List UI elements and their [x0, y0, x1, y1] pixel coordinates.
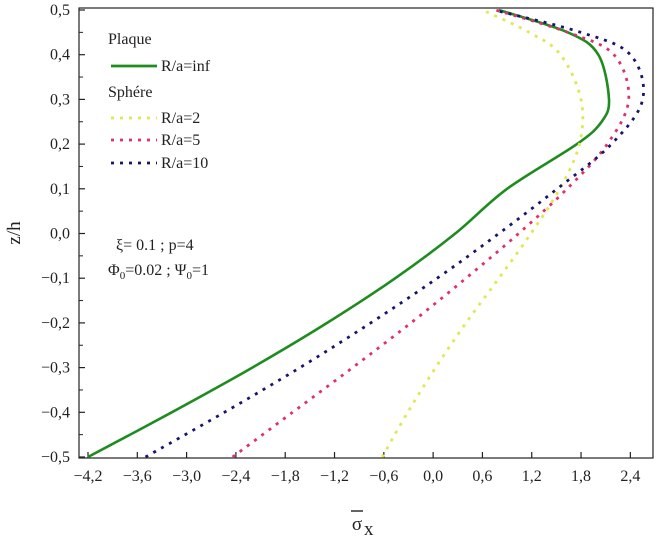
- series-line-r-a-inf: [87, 8, 611, 459]
- y-axis-title: z/h: [4, 221, 25, 245]
- y-tick-label: −0,1: [41, 270, 70, 287]
- x-tick-label: −3,0: [172, 468, 201, 485]
- legend-item-r-a-2: R/a=2: [111, 110, 200, 127]
- x-tick-label: −0,6: [369, 468, 398, 485]
- annotation-line-2: Φ0=0.02 ; Ψ0=1: [108, 262, 209, 282]
- legend-label-r-a-inf: R/a=inf: [161, 58, 211, 75]
- y-tick-label: 0,4: [50, 47, 70, 64]
- x-tick-label: −1,8: [271, 468, 300, 485]
- legend-group-sphere: Sphére: [108, 84, 152, 101]
- legend-item-r-a-10: R/a=10: [111, 155, 208, 172]
- y-tick-label: −0,5: [41, 449, 70, 466]
- axes: −4,2 −3,6 −3,0 −2,4 −1,8 −1,2 −0,6 0,0 0,6 1,2 1,8…: [41, 2, 640, 485]
- y-tick-label: 0,3: [50, 91, 70, 108]
- y-tick-label: 0,1: [50, 181, 70, 198]
- x-tick-label: 2,4: [620, 468, 640, 485]
- legend: Plaque R/a=inf Sphére R/a=2 R/a=5 R/a=10: [108, 31, 211, 172]
- svg-text:x: x: [364, 519, 374, 540]
- x-tick-label: 0,0: [423, 468, 443, 485]
- x-tick-label: −1,2: [320, 468, 349, 485]
- series-layer: [87, 8, 645, 459]
- legend-label-r-a-10: R/a=10: [161, 155, 208, 172]
- y-tick-label: 0,2: [50, 136, 70, 153]
- annotation-parameters: ξ= 0.1 ; p=4 Φ0=0.02 ; Ψ0=1: [108, 237, 209, 282]
- series-line-r-a-10: [144, 8, 645, 459]
- legend-item-r-a-inf: R/a=inf: [111, 58, 211, 75]
- svg-text:σ: σ: [352, 514, 362, 535]
- x-tick-label: −3,6: [123, 468, 152, 485]
- series-line-r-a-5: [231, 8, 631, 459]
- annotation-line-1: ξ= 0.1 ; p=4: [116, 237, 194, 254]
- x-tick-label: 1,8: [571, 468, 591, 485]
- y-tick-label: −0,2: [41, 315, 70, 332]
- legend-label-r-a-5: R/a=5: [161, 132, 200, 149]
- legend-item-r-a-5: R/a=5: [111, 132, 200, 149]
- x-tick-label: 0,6: [472, 468, 492, 485]
- legend-label-r-a-2: R/a=2: [161, 110, 200, 127]
- y-tick-label: 0,5: [50, 2, 70, 19]
- x-tick-label: 1,2: [522, 468, 542, 485]
- y-tick-label: 0,0: [50, 226, 70, 243]
- plot-frame: [78, 7, 654, 459]
- series-line-r-a-2: [380, 8, 585, 458]
- legend-group-plaque: Plaque: [108, 31, 152, 48]
- y-tick-label: −0,3: [41, 360, 70, 377]
- y-tick-label: −0,4: [41, 404, 70, 421]
- x-tick-label: −2,4: [221, 468, 250, 485]
- x-tick-label: −4,2: [73, 468, 102, 485]
- x-axis-title: σ x: [351, 510, 374, 540]
